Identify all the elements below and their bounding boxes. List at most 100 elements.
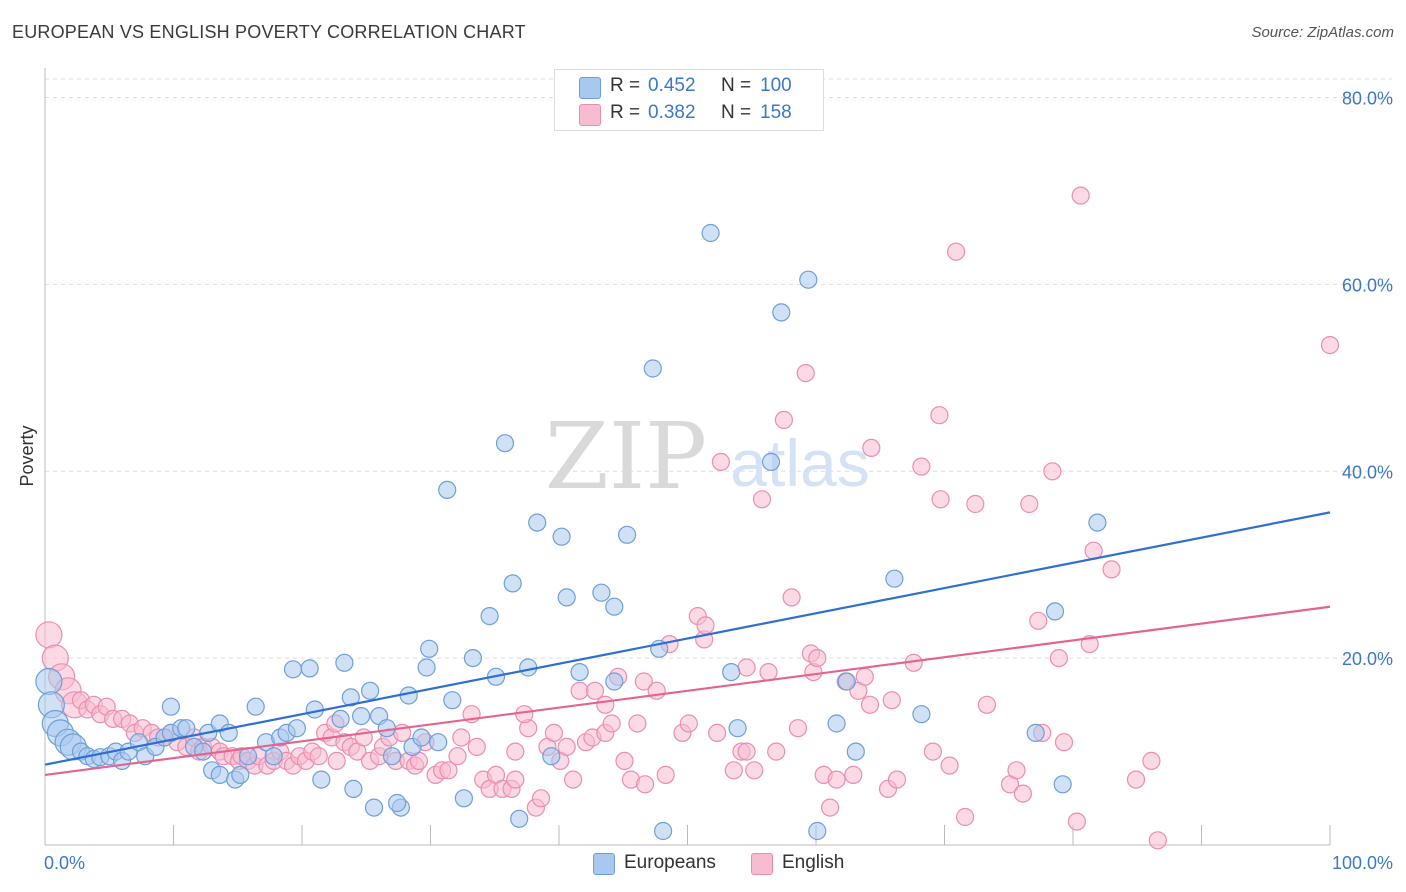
english-point	[1013, 784, 1033, 803]
europeans-point	[417, 658, 436, 677]
europeans-point	[335, 653, 354, 672]
europeans-point	[331, 709, 350, 729]
english-point	[759, 662, 778, 682]
english-point	[1071, 186, 1090, 205]
english-point	[696, 616, 715, 635]
y-tick-label: 60.0%	[1342, 275, 1393, 295]
english-point	[724, 761, 743, 780]
english-point	[737, 658, 756, 677]
english-point	[767, 742, 786, 761]
europeans-point	[388, 793, 407, 813]
europeans-point	[161, 697, 180, 716]
europeans-point	[1088, 513, 1107, 532]
europeans-point	[1026, 723, 1045, 743]
english-point	[506, 742, 525, 761]
legend-n-label: N =	[721, 75, 752, 96]
europeans-point	[238, 747, 258, 766]
english-point	[788, 719, 808, 738]
europeans-point	[283, 660, 303, 679]
english-point	[1054, 733, 1074, 752]
europeans-point	[592, 583, 611, 602]
europeans-point	[438, 480, 457, 499]
english-point	[711, 452, 731, 471]
watermark-atlas: atlas	[730, 426, 869, 500]
english-point	[752, 490, 772, 509]
europeans-point	[454, 789, 473, 808]
english-swatch	[579, 104, 601, 126]
europeans-point	[542, 747, 561, 766]
english-point	[860, 695, 880, 714]
english-point	[628, 714, 647, 733]
europeans-point	[210, 765, 229, 785]
english-point	[327, 751, 346, 771]
english-point	[940, 756, 959, 775]
english-point	[309, 747, 328, 766]
europeans-point	[35, 667, 63, 696]
europeans-point	[701, 223, 720, 243]
english-point	[615, 751, 634, 771]
english-point	[1148, 831, 1167, 850]
europeans-point	[312, 770, 331, 789]
europeans-point	[643, 359, 662, 378]
legend-n-value: 100	[760, 75, 792, 96]
europeans-point	[420, 639, 439, 658]
english-point	[1029, 611, 1048, 630]
english-point	[844, 765, 863, 785]
english-point	[737, 742, 756, 761]
english-point	[1020, 494, 1039, 514]
europeans-point	[364, 798, 384, 817]
english-point	[1067, 812, 1087, 831]
europeans-point	[885, 569, 904, 588]
english-point	[563, 770, 583, 789]
english-point	[774, 410, 794, 429]
english-point	[745, 761, 764, 780]
europeans-point	[653, 821, 673, 841]
legend-n-label: N =	[721, 102, 752, 123]
europeans-point	[510, 809, 529, 828]
europeans-trend-line	[44, 511, 1331, 766]
tick-labels: 20.0% 40.0% 60.0% 80.0% 0.0% 100.0%	[44, 89, 1393, 874]
english-point	[955, 807, 975, 827]
english-point	[1102, 560, 1121, 579]
english-point	[1043, 462, 1062, 481]
europeans-point	[912, 705, 931, 724]
english-point	[808, 648, 827, 668]
english-point	[656, 765, 675, 785]
europeans-point	[808, 821, 827, 841]
europeans-point	[503, 574, 522, 593]
english-point	[515, 705, 534, 724]
europeans-point	[1053, 775, 1072, 794]
chart-title: EUROPEAN VS ENGLISH POVERTY CORRELATION …	[12, 22, 526, 42]
europeans-point	[827, 714, 846, 733]
watermark-zip: ZIP	[545, 403, 707, 510]
english-point	[1049, 648, 1069, 668]
legend-r-label: R =	[610, 102, 641, 123]
y-tick-label: 40.0%	[1342, 462, 1393, 482]
english-point	[570, 681, 589, 700]
english-point	[506, 770, 525, 789]
europeans-point	[377, 719, 396, 738]
english-point	[820, 798, 840, 817]
english-point	[596, 695, 615, 714]
english-point	[602, 714, 621, 733]
europeans-point	[264, 747, 283, 766]
english-point	[930, 406, 949, 425]
legend-r-label: R =	[610, 75, 641, 96]
english-point	[1142, 751, 1161, 771]
europeans-point	[344, 779, 363, 799]
europeans-point	[617, 525, 637, 544]
europeans-point	[761, 452, 781, 471]
europeans-point	[361, 681, 380, 700]
english-point	[448, 747, 467, 766]
y-tick-label: 80.0%	[1342, 89, 1393, 109]
europeans-point	[528, 513, 547, 532]
english-point	[796, 364, 815, 383]
chart-source: Source: ZipAtlas.com	[1251, 24, 1394, 41]
europeans-point	[429, 733, 448, 752]
europeans-point	[463, 648, 482, 668]
europeans-point	[382, 747, 402, 766]
europeans-point	[443, 691, 462, 710]
europeans-point	[495, 434, 515, 453]
europeans-point	[177, 719, 196, 738]
english-point	[966, 494, 985, 514]
